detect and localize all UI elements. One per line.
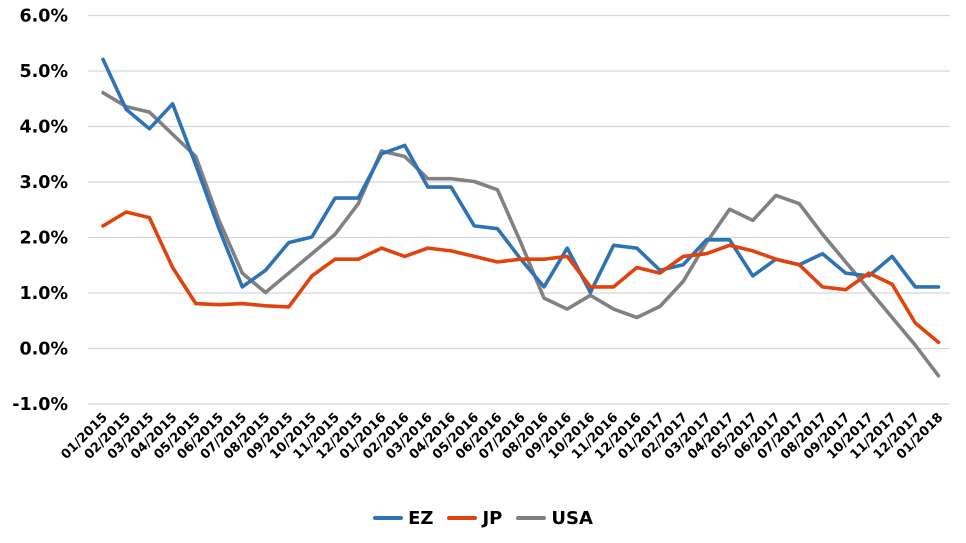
chart-legend: EZ JP USA xyxy=(0,502,966,534)
legend-item-usa: USA xyxy=(516,508,593,529)
legend-line-ez-icon xyxy=(373,516,404,520)
legend-item-jp: JP xyxy=(447,508,502,529)
y-tick-label: 4.0% xyxy=(19,118,68,138)
legend-line-jp-icon xyxy=(447,516,478,520)
series-line-usa xyxy=(101,90,941,378)
legend-label-jp: JP xyxy=(482,507,503,529)
series-line-jp xyxy=(101,210,941,345)
y-tick-label: 6.0% xyxy=(19,7,68,27)
y-tick-label: 2.0% xyxy=(19,229,68,249)
legend-line-usa-icon xyxy=(516,516,547,520)
y-tick-label: 5.0% xyxy=(19,62,68,82)
y-tick-label: 1.0% xyxy=(19,284,68,304)
y-tick-label: 0.0% xyxy=(19,340,68,360)
legend-label-usa: USA xyxy=(551,507,593,529)
y-tick-label: -1.0% xyxy=(12,395,68,415)
legend-item-ez: EZ xyxy=(373,508,433,529)
y-tick-label: 3.0% xyxy=(19,173,68,193)
legend-label-ez: EZ xyxy=(408,507,434,529)
